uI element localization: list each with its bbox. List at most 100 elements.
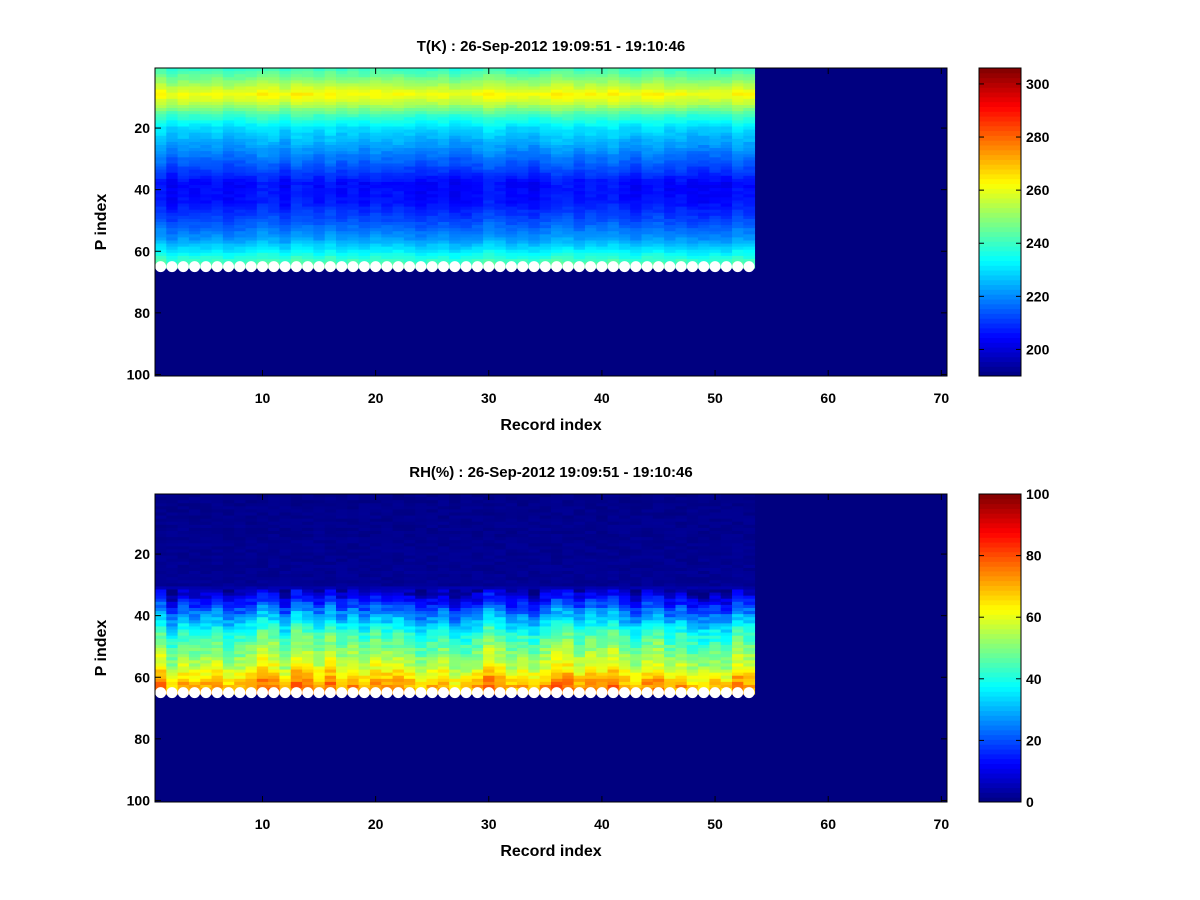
heatmap-cell: [381, 614, 393, 618]
heatmap-cell: [268, 564, 280, 569]
heatmap-cell: [234, 663, 246, 667]
heatmap-cell: [562, 160, 575, 164]
heatmap-cell: [652, 138, 665, 143]
heatmap-cell: [268, 592, 280, 597]
heatmap-cell: [211, 175, 224, 180]
heatmap-cell: [268, 154, 280, 158]
heatmap-cell: [494, 148, 507, 152]
heatmap-cell: [200, 181, 212, 186]
heatmap-cell: [324, 638, 337, 643]
heatmap-cell: [222, 129, 235, 134]
heatmap-cell: [313, 635, 326, 640]
heatmap-cell: [324, 648, 337, 652]
heatmap-cell: [211, 601, 224, 606]
heatmap-cell: [517, 157, 529, 161]
heatmap-cell: [539, 77, 552, 81]
heatmap-cell: [358, 669, 371, 674]
heatmap-cell: [528, 246, 541, 251]
heatmap-cell: [256, 500, 269, 504]
heatmap-cell: [347, 163, 360, 167]
heatmap-cell: [234, 255, 246, 260]
heatmap-cell: [313, 228, 326, 232]
heatmap-cell: [188, 104, 201, 109]
heatmap-cell: [743, 163, 756, 167]
heatmap-cell: [302, 225, 314, 229]
heatmap-cell: [675, 77, 688, 81]
heatmap-cell: [573, 194, 586, 198]
heatmap-cell: [268, 552, 280, 556]
heatmap-cell: [675, 215, 688, 220]
heatmap-cell: [369, 255, 382, 260]
heatmap-cell: [369, 580, 382, 584]
heatmap-cell: [551, 185, 563, 189]
heatmap-cell: [471, 175, 484, 180]
heatmap-cell: [324, 68, 337, 72]
heatmap-cell: [551, 200, 563, 204]
heatmap-cell: [607, 138, 620, 143]
heatmap-cell: [732, 95, 744, 100]
heatmap-cell: [358, 684, 371, 689]
heatmap-cell: [200, 191, 212, 195]
heatmap-cell: [641, 215, 654, 220]
heatmap-cell: [302, 206, 314, 211]
heatmap-cell: [177, 540, 190, 544]
heatmap-cell: [483, 212, 495, 217]
heatmap-cell: [268, 175, 280, 180]
heatmap-cell: [177, 185, 190, 189]
heatmap-cell: [324, 604, 337, 609]
heatmap-cell: [302, 598, 314, 603]
heatmap-cell: [155, 604, 167, 609]
heatmap-cell: [494, 237, 507, 241]
colorbar-segment: [979, 284, 1021, 290]
colorbar-segment: [979, 140, 1021, 146]
heatmap-cell: [618, 175, 631, 180]
heatmap-cell: [279, 80, 292, 84]
heatmap-cell: [381, 138, 393, 143]
heatmap-cell: [313, 83, 326, 87]
heatmap-cell: [279, 657, 292, 661]
heatmap-cell: [302, 203, 314, 207]
heatmap-cell: [336, 567, 348, 572]
heatmap-cell: [336, 580, 348, 584]
colorbar-segment: [979, 327, 1021, 334]
heatmap-cell: [234, 114, 246, 118]
heatmap-cell: [324, 669, 337, 674]
heatmap-cell: [369, 666, 382, 670]
heatmap-cell: [177, 657, 190, 661]
heatmap-cell: [460, 117, 473, 121]
heatmap-cell: [200, 92, 212, 97]
heatmap-cell: [392, 188, 405, 192]
heatmap-cell: [483, 249, 495, 254]
heatmap-cell: [392, 95, 405, 100]
heatmap-cell: [426, 237, 439, 241]
heatmap-cell: [403, 111, 416, 115]
heatmap-cell: [732, 228, 744, 232]
heatmap-cell: [381, 503, 393, 507]
heatmap-cell: [302, 571, 314, 575]
heatmap-cell: [483, 104, 495, 109]
heatmap-cell: [415, 148, 427, 152]
heatmap-cell: [222, 586, 235, 590]
heatmap-cell: [471, 252, 484, 257]
heatmap-cell: [177, 228, 190, 232]
heatmap-cell: [234, 684, 246, 689]
heatmap-cell: [234, 626, 246, 630]
heatmap-cell: [290, 80, 303, 84]
heatmap-cell: [415, 68, 427, 72]
heatmap-cell: [245, 561, 258, 566]
heatmap-cell: [630, 77, 642, 81]
heatmap-cell: [200, 614, 212, 618]
heatmap-cell: [245, 524, 258, 529]
heatmap-cell: [245, 506, 258, 510]
heatmap-cell: [584, 95, 597, 100]
heatmap-cell: [630, 258, 642, 263]
heatmap-cell: [720, 154, 733, 158]
heatmap-cell: [494, 74, 507, 78]
heatmap-cell: [584, 129, 597, 134]
heatmap-cell: [313, 512, 326, 516]
heatmap-cell: [505, 160, 518, 164]
heatmap-cell: [630, 209, 642, 214]
heatmap-cell: [415, 188, 427, 192]
heatmap-cell: [358, 540, 371, 544]
heatmap-cell: [211, 589, 224, 593]
